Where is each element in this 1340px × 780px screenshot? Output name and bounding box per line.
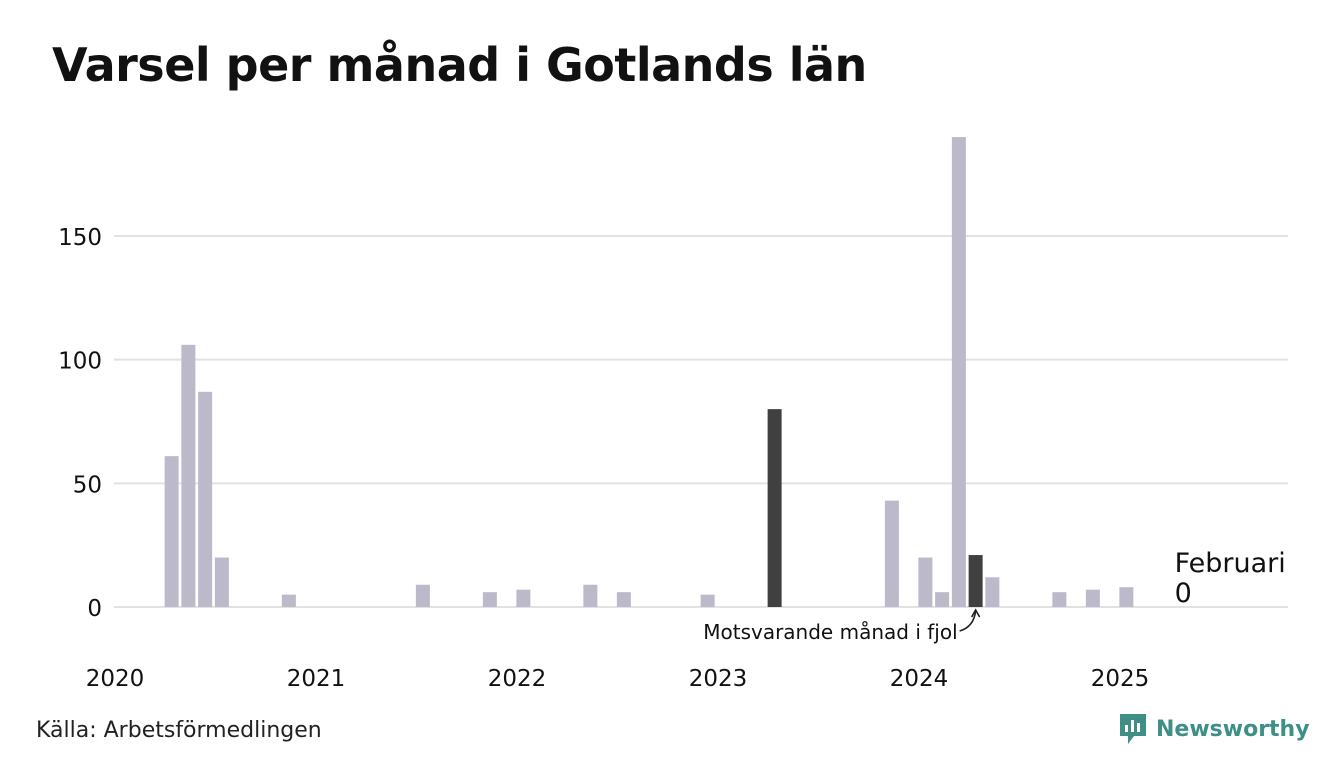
x-tick-label: 2025 [1091, 666, 1150, 692]
y-tick-label: 150 [58, 225, 102, 251]
bar-2023-12 [935, 592, 950, 607]
chart-title: Varsel per månad i Gotlands län [52, 38, 867, 92]
bar-2022-05 [616, 592, 631, 607]
bar-2024-03 [985, 577, 1000, 607]
x-axis-labels: 2020 2021 2022 2023 2024 2025 [86, 666, 1150, 692]
bar-2020-09 [281, 594, 296, 607]
annotation-arrow-head [970, 608, 981, 618]
latest-month-label: Februari [1175, 548, 1286, 579]
bar-2024-02 [968, 555, 983, 607]
brand-name: Newsworthy [1156, 716, 1310, 742]
bar-2020-04 [198, 391, 213, 607]
bar-2020-02 [164, 456, 179, 607]
bar-2022-10 [700, 594, 715, 607]
bars [164, 137, 1134, 608]
bar-2024-07 [1052, 592, 1067, 607]
annotation-text: Motsvarande månad i fjol [703, 620, 957, 644]
y-axis-labels: 0 50 100 150 [58, 225, 102, 622]
bar-2024-11 [1119, 587, 1134, 607]
bar-2020-03 [181, 344, 196, 607]
bar-2024-09 [1085, 589, 1100, 607]
x-tick-label: 2022 [488, 666, 547, 692]
x-tick-label: 2021 [287, 666, 346, 692]
y-tick-label: 0 [87, 596, 102, 622]
bar-2021-09 [482, 592, 497, 607]
bar-2023-02 [767, 409, 782, 607]
y-tick-label: 50 [73, 472, 102, 498]
bar-2023-11 [918, 557, 933, 607]
x-tick-label: 2023 [689, 666, 748, 692]
source-note: Källa: Arbetsförmedlingen [36, 718, 322, 743]
bar-2023-09 [884, 500, 899, 607]
x-tick-label: 2024 [890, 666, 949, 692]
newsworthy-logo[interactable]: Newsworthy [1118, 712, 1310, 746]
gridlines [114, 235, 1288, 608]
latest-month-value: 0 [1175, 578, 1192, 609]
bar-2022-03 [583, 584, 598, 607]
bar-chart: 0 50 100 150 2020 2021 2022 2023 2024 2025 Motsv… [58, 137, 1288, 692]
newsworthy-logo-icon [1120, 714, 1146, 744]
x-tick-label: 2020 [86, 666, 145, 692]
y-tick-label: 100 [58, 349, 102, 375]
bar-2021-05 [415, 584, 430, 607]
annotation-arrow [959, 610, 977, 632]
bar-2021-11 [516, 589, 531, 607]
bar-2020-05 [214, 557, 229, 607]
bar-2024-01 [951, 137, 966, 608]
